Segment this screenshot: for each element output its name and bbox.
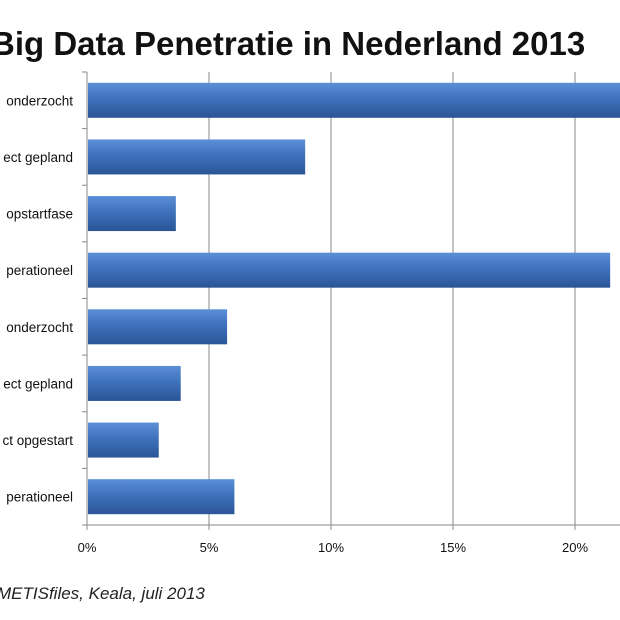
category-label: perationeel bbox=[6, 263, 73, 278]
category-label: onderzocht bbox=[6, 93, 73, 108]
bar bbox=[88, 365, 181, 401]
bar bbox=[88, 252, 611, 288]
category-label: ect gepland bbox=[3, 150, 73, 165]
bar bbox=[88, 309, 228, 345]
bar bbox=[88, 82, 620, 118]
bar bbox=[88, 196, 176, 232]
category-label: perationeel bbox=[6, 490, 73, 505]
category-label: opstartfase bbox=[6, 207, 73, 222]
bar bbox=[88, 479, 235, 515]
x-tick-label: 0% bbox=[78, 540, 97, 555]
chart-title: Big Data Penetratie in Nederland 2013 bbox=[0, 25, 585, 62]
category-label: onderzocht bbox=[6, 320, 73, 335]
category-label: ct opgestart bbox=[2, 433, 73, 448]
category-label: ect gepland bbox=[3, 376, 73, 391]
x-tick-label: 20% bbox=[562, 540, 588, 555]
x-tick-label: 5% bbox=[200, 540, 219, 555]
source-note: METISfiles, Keala, juli 2013 bbox=[0, 584, 205, 603]
bar bbox=[88, 139, 306, 175]
x-tick-label: 10% bbox=[318, 540, 344, 555]
x-tick-label: 15% bbox=[440, 540, 466, 555]
bar bbox=[88, 422, 159, 458]
